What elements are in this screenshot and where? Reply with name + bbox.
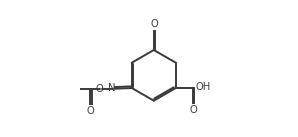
Text: OH: OH (195, 82, 211, 92)
Text: O: O (87, 106, 95, 116)
Text: O: O (190, 105, 198, 115)
Text: O: O (96, 84, 103, 94)
Text: O: O (150, 19, 158, 28)
Text: N: N (108, 83, 115, 93)
